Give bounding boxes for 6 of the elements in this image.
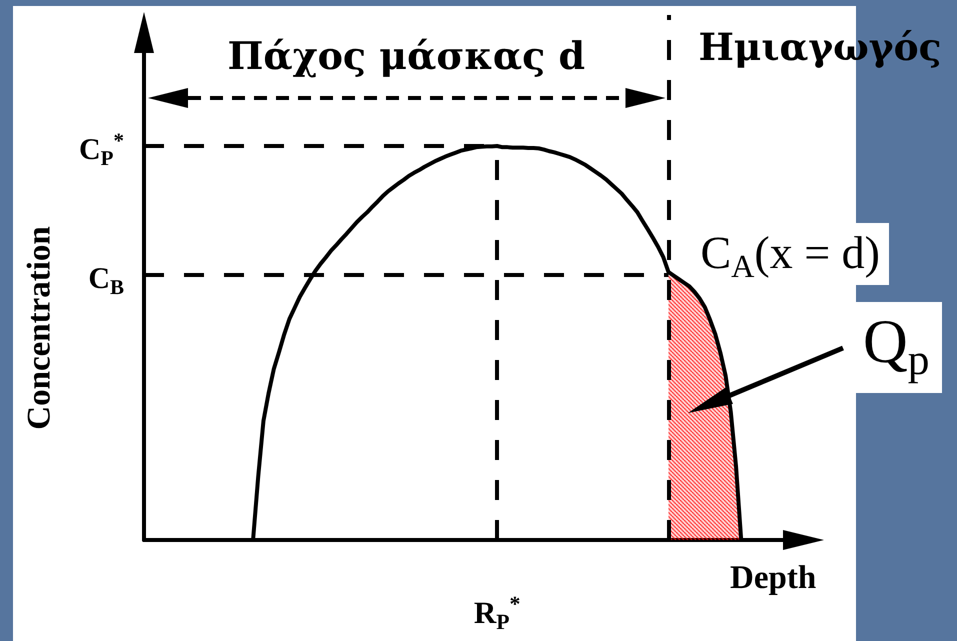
ref-line-label: C$_{B}$ [88,262,124,299]
text: Q$_{p}$ [856,302,942,393]
annotation: C$_{A}$(x = d) [698,223,889,285]
y-axis-title: Concentration [21,226,57,430]
x-axis-title: Depth [730,560,816,596]
text: Πάχος μάσκας d [227,33,586,78]
